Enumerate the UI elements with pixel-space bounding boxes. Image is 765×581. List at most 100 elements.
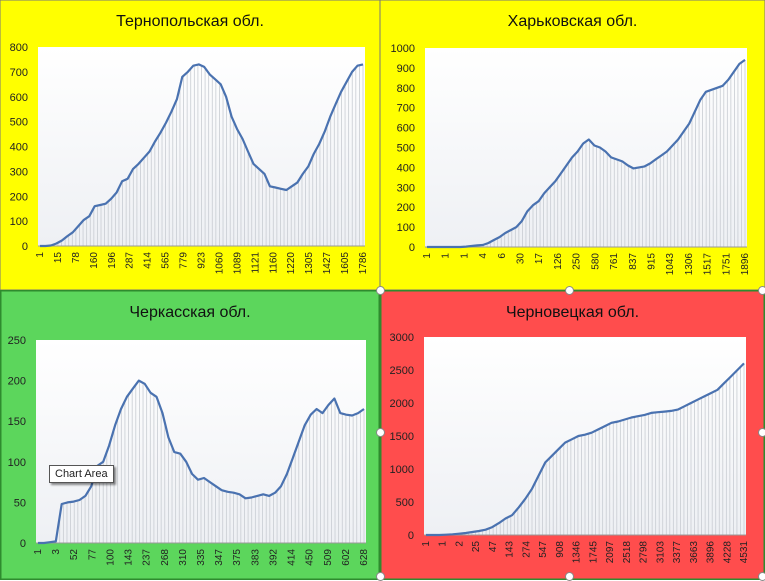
x-tick-label: 509 <box>323 549 334 566</box>
x-tick-label: 375 <box>232 549 243 566</box>
y-tick-label: 3000 <box>390 332 414 344</box>
x-tick-label: 310 <box>178 549 189 566</box>
drop-lines <box>461 59 746 247</box>
x-tick-label: 761 <box>609 253 620 270</box>
y-tick-label: 100 <box>397 222 415 234</box>
x-tick-label: 160 <box>89 252 100 269</box>
y-tick-label: 0 <box>22 241 28 253</box>
x-tick-label: 347 <box>214 549 225 566</box>
y-tick-label: 500 <box>397 143 415 155</box>
x-tick-label: 3377 <box>672 541 683 564</box>
x-tick-label: 3896 <box>706 541 717 564</box>
chart-area-tooltip: Chart Area <box>49 465 114 483</box>
x-tick-label: 2518 <box>622 541 633 564</box>
y-tick-label: 0 <box>20 538 26 550</box>
x-tick-label: 1 <box>422 253 433 259</box>
x-tick-label: 602 <box>341 549 352 566</box>
y-tick-label: 100 <box>10 216 28 228</box>
y-tick-label: 100 <box>8 457 26 469</box>
x-tick-label: 628 <box>359 549 370 566</box>
x-tick-label: 52 <box>69 549 80 561</box>
x-tick-label: 1896 <box>740 253 751 276</box>
y-tick-label: 150 <box>8 416 26 428</box>
y-tick-label: 400 <box>397 162 415 174</box>
drop-lines <box>439 363 745 535</box>
y-tick-label: 700 <box>10 67 28 79</box>
resize-handle[interactable] <box>376 428 385 437</box>
resize-handle[interactable] <box>376 286 385 295</box>
x-tick-label: 25 <box>471 541 482 553</box>
x-tick-label: 1060 <box>214 252 225 275</box>
x-tick-label: 4 <box>478 253 489 259</box>
y-tick-label: 300 <box>397 182 415 194</box>
x-tick-label: 565 <box>161 252 172 269</box>
y-tick-label: 300 <box>10 166 28 178</box>
resize-handle[interactable] <box>758 428 765 437</box>
x-tick-label: 143 <box>505 541 516 558</box>
x-tick-label: 837 <box>628 253 639 270</box>
x-tick-label: 1306 <box>684 253 695 276</box>
chart-panel-kharkiv[interactable]: 0 100 200 300 400 500 600 700 800 900 1000 1 1 1 4 6 30 1… <box>380 0 765 290</box>
series-line <box>426 362 745 537</box>
y-tick-label: 500 <box>396 497 414 509</box>
chart-svg-ternopol: 0 100 200 300 400 500 600 700 800 1 15 78 160 196 287 4… <box>0 0 380 290</box>
resize-handle[interactable] <box>758 286 765 295</box>
x-tick-label: 143 <box>124 549 135 566</box>
y-tick-label: 2500 <box>390 365 414 377</box>
x-tick-label: 414 <box>143 252 154 269</box>
chart-title: Черновецкая обл. <box>505 304 640 321</box>
chart-title: Харьковская обл. <box>507 13 638 30</box>
resize-handle[interactable] <box>565 286 574 295</box>
x-tick-label: 1 <box>33 549 44 555</box>
y-tick-label: 1500 <box>390 431 414 443</box>
x-tick-label: 250 <box>572 253 583 270</box>
y-tick-label: 200 <box>10 191 28 203</box>
chart-panel-ternopol[interactable]: 0 100 200 300 400 500 600 700 800 1 15 78 160 196 287 4… <box>0 0 380 290</box>
x-tick-label: 77 <box>87 549 98 561</box>
x-tick-label: 17 <box>534 253 545 265</box>
y-tick-label: 2000 <box>390 398 414 410</box>
chart-svg-cherkasy: 0 50 100 150 200 250 1 3 52 77 100 143 237 268 310 335 3… <box>0 290 380 580</box>
x-tick-label: 1 <box>35 252 46 258</box>
x-tick-label: 15 <box>53 252 64 264</box>
x-tick-label: 1 <box>438 541 449 547</box>
y-tick-label: 1000 <box>391 43 415 55</box>
y-tick-label: 200 <box>397 202 415 214</box>
chart-panel-chernivtsi[interactable]: 0 500 1000 1500 2000 2500 3000 1 1 2 25 47 143 274 547… <box>380 290 765 580</box>
x-tick-label: 1043 <box>665 253 676 276</box>
x-tick-label: 414 <box>287 549 298 566</box>
y-tick-label: 700 <box>397 103 415 115</box>
x-tick-label: 1121 <box>250 252 261 274</box>
chart-svg-kharkiv: 0 100 200 300 400 500 600 700 800 900 1000 1 1 1 4 6 30 1… <box>380 0 765 290</box>
x-tick-label: 3663 <box>689 541 700 564</box>
series-line <box>427 59 746 249</box>
x-tick-label: 237 <box>142 549 153 566</box>
x-tick-label: 4228 <box>722 541 733 564</box>
series-line <box>40 63 364 248</box>
x-tick-label: 1346 <box>572 541 583 564</box>
x-tick-label: 1305 <box>304 252 315 275</box>
x-tick-label: 100 <box>105 549 116 566</box>
y-tick-label: 0 <box>409 242 415 254</box>
x-tick-label: 547 <box>538 541 549 558</box>
x-tick-label: 2798 <box>639 541 650 564</box>
x-tick-label: 779 <box>179 252 190 269</box>
x-tick-label: 47 <box>488 541 499 553</box>
x-tick-label: 1517 <box>703 253 714 276</box>
x-tick-label: 268 <box>160 549 171 566</box>
x-tick-label: 4531 <box>739 541 750 564</box>
x-tick-label: 580 <box>590 253 601 270</box>
drop-lines <box>46 64 364 246</box>
chart-panel-cherkasy[interactable]: 0 50 100 150 200 250 1 3 52 77 100 143 237 268 310 335 3… <box>0 290 380 580</box>
x-tick-label: 2 <box>454 541 465 547</box>
x-tick-label: 1089 <box>232 252 243 275</box>
y-tick-label: 400 <box>10 142 28 154</box>
chart-title: Черкасская обл. <box>129 304 251 321</box>
x-tick-label: 3 <box>51 549 62 555</box>
x-tick-label: 1745 <box>588 541 599 564</box>
x-tick-label: 335 <box>196 549 207 566</box>
x-tick-label: 287 <box>125 252 136 269</box>
y-tick-label: 1000 <box>390 464 414 476</box>
x-tick-label: 383 <box>250 549 261 566</box>
x-tick-label: 1605 <box>340 252 351 275</box>
